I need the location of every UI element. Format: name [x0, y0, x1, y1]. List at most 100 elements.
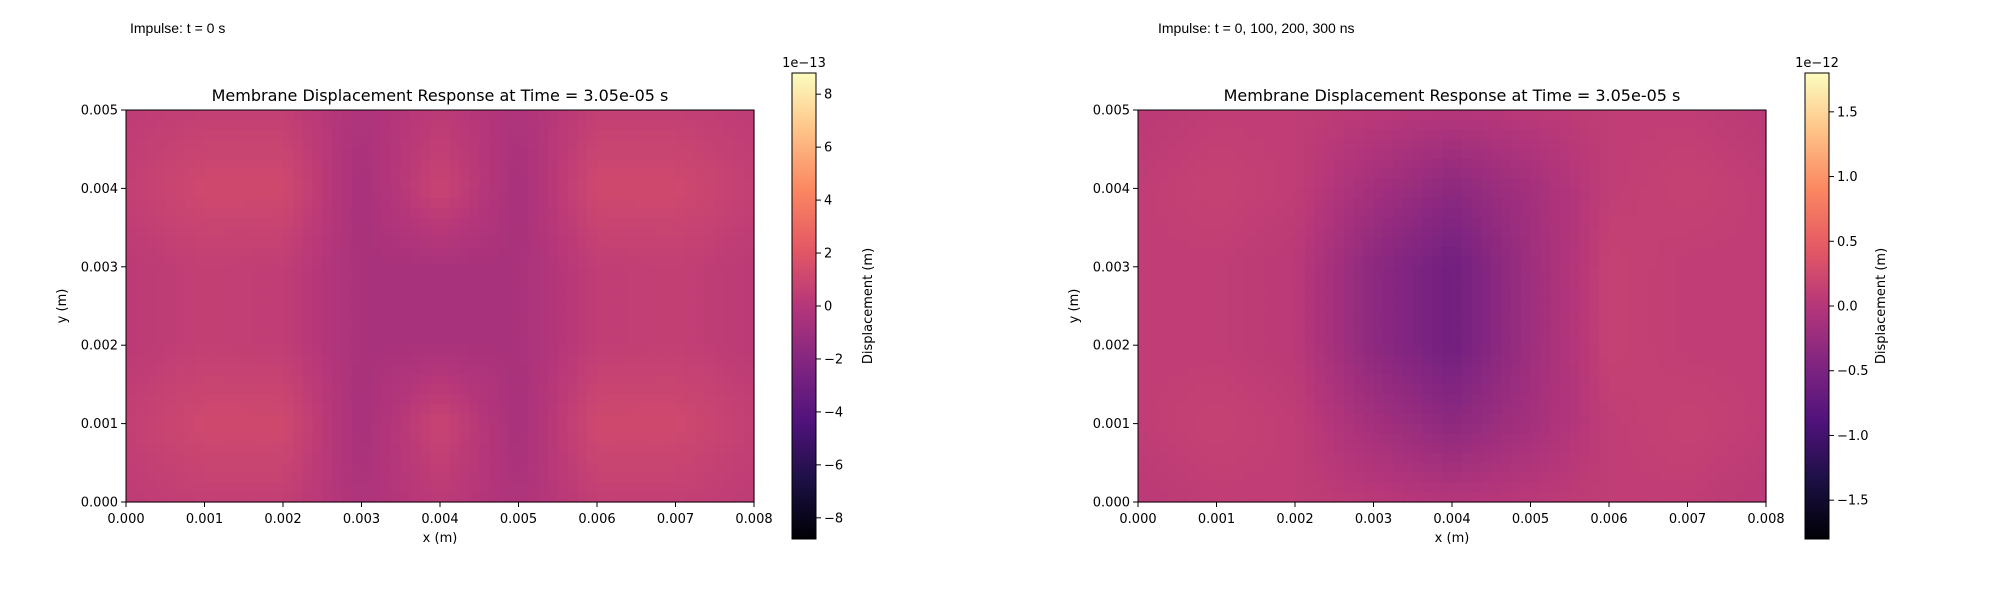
heatmap-cell: [1726, 443, 1738, 454]
heatmap-cell: [469, 384, 480, 395]
heatmap-cell: [351, 286, 363, 297]
heatmap-cell: [714, 472, 726, 483]
heatmap-cell: [1265, 178, 1276, 189]
heatmap-cell: [1559, 159, 1571, 170]
heatmap-cell: [557, 384, 569, 395]
heatmap-cell: [1550, 276, 1561, 287]
heatmap-cell: [704, 374, 716, 385]
heatmap-cell: [135, 247, 147, 258]
heatmap-cell: [1471, 247, 1483, 258]
heatmap-cell: [508, 315, 520, 327]
heatmap-cell: [1687, 315, 1698, 327]
heatmap-cell: [518, 492, 529, 503]
heatmap-cell: [1314, 433, 1326, 444]
heatmap-cell: [302, 296, 314, 307]
heatmap-cell: [1412, 413, 1424, 425]
heatmap-cell: [371, 364, 382, 376]
heatmap-cell: [449, 404, 461, 415]
heatmap-cell: [528, 149, 539, 160]
heatmap-cell: [1295, 335, 1306, 346]
heatmap-cell: [1491, 198, 1502, 209]
heatmap-cell: [1334, 178, 1345, 189]
heatmap-cell: [361, 286, 372, 297]
heatmap-cell: [744, 462, 755, 474]
heatmap-cell: [1196, 198, 1208, 209]
heatmap-cell: [165, 325, 176, 336]
heatmap-cell: [724, 198, 735, 209]
heatmap-cell: [469, 364, 480, 376]
heatmap-cell: [1285, 364, 1296, 376]
heatmap-cell: [1658, 355, 1669, 366]
heatmap-cell: [430, 443, 441, 454]
heatmap-cell: [1265, 433, 1276, 444]
heatmap-cell: [704, 296, 716, 307]
heatmap-cell: [577, 433, 588, 444]
heatmap-cell: [626, 325, 637, 336]
heatmap-cell: [498, 374, 510, 385]
heatmap-cell: [734, 482, 745, 493]
heatmap-cell: [636, 178, 647, 189]
heatmap-cell: [440, 139, 451, 150]
heatmap-cell: [194, 217, 206, 229]
heatmap-cell: [665, 433, 677, 444]
heatmap-cell: [1383, 247, 1394, 258]
heatmap-cell: [714, 423, 726, 434]
heatmap-cell: [724, 168, 735, 180]
heatmap-cell: [1707, 198, 1718, 209]
heatmap-cell: [489, 110, 500, 121]
heatmap-cell: [1530, 149, 1541, 160]
heatmap-cell: [1383, 266, 1394, 278]
heatmap-cell: [655, 237, 667, 248]
heatmap-cell: [253, 129, 264, 140]
heatmap-cell: [1756, 276, 1767, 287]
heatmap-cell: [1177, 306, 1188, 317]
heatmap-cell: [440, 306, 451, 317]
heatmap-cell: [175, 227, 186, 238]
heatmap-cell: [390, 129, 402, 140]
heatmap-cell: [646, 217, 657, 229]
heatmap-cell: [1442, 198, 1453, 209]
heatmap-cell: [1559, 384, 1571, 395]
heatmap-cell: [1295, 315, 1306, 327]
heatmap-cell: [263, 266, 274, 278]
heatmap-cell: [292, 159, 304, 170]
heatmap-cell: [390, 188, 402, 199]
heatmap-cell: [1658, 433, 1669, 444]
heatmap-cell: [547, 482, 559, 493]
heatmap-cell: [1167, 345, 1178, 356]
heatmap-cell: [587, 266, 598, 278]
heatmap-cell: [528, 139, 539, 150]
heatmap-cell: [1363, 325, 1375, 336]
heatmap-cell: [1667, 198, 1679, 209]
heatmap-cell: [194, 384, 206, 395]
heatmap-cell: [646, 345, 657, 356]
heatmap-cell: [224, 296, 235, 307]
heatmap-cell: [616, 462, 628, 474]
heatmap-cell: [1442, 374, 1453, 385]
heatmap-cell: [1412, 276, 1424, 287]
heatmap-cell: [449, 423, 461, 434]
heatmap-cell: [1687, 217, 1698, 229]
heatmap-cell: [410, 237, 421, 248]
heatmap-cell: [292, 227, 304, 238]
heatmap-cell: [1314, 413, 1326, 425]
heatmap-cell: [1177, 208, 1188, 219]
heatmap-cell: [1540, 453, 1551, 464]
heatmap-cell: [1658, 462, 1669, 474]
heatmap-cell: [135, 433, 147, 444]
heatmap-cell: [175, 433, 186, 444]
heatmap-cell: [184, 159, 196, 170]
heatmap-cell: [204, 364, 215, 376]
heatmap-cell: [175, 315, 186, 327]
heatmap-cell: [1432, 168, 1443, 180]
heatmap-cell: [459, 355, 471, 366]
heatmap-cell: [1324, 129, 1335, 140]
heatmap-cell: [381, 257, 392, 268]
heatmap-cell: [1481, 119, 1492, 131]
heatmap-cell: [1658, 374, 1669, 385]
heatmap-cell: [233, 462, 245, 474]
heatmap-cell: [1363, 384, 1375, 395]
y-tick-label: 0.002: [81, 339, 118, 354]
heatmap-cell: [479, 168, 490, 180]
heatmap-cell: [440, 423, 451, 434]
